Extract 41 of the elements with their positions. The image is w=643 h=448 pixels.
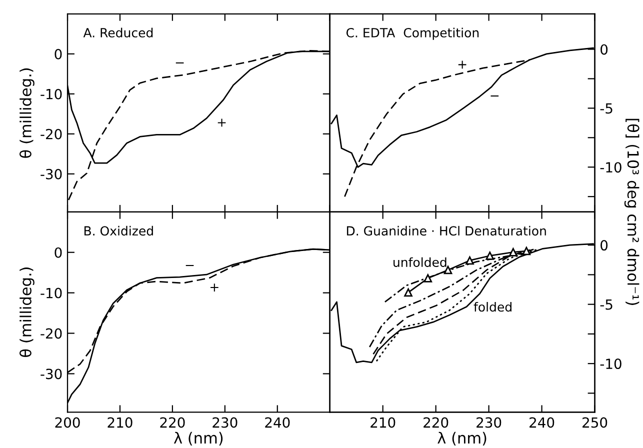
text: A. Reduced	[83, 28, 153, 38]
x-tick-label: 210	[370, 417, 396, 428]
y2-tick-label: -10	[600, 358, 622, 370]
x-tick-label: 230	[212, 417, 238, 428]
annotation: +	[218, 118, 226, 127]
annotation: unfolded	[394, 257, 446, 267]
annotation: +	[458, 60, 466, 69]
x-tick-label: 250	[582, 417, 608, 428]
x-tick-label: 220	[424, 417, 448, 428]
y-tick-label: -10	[40, 88, 62, 100]
annotation: +	[210, 284, 218, 292]
x-tick-label: 230	[476, 417, 502, 428]
y-tick-label: 0	[54, 48, 62, 60]
y-tick-label: -30	[40, 168, 62, 180]
annotation: −	[490, 95, 499, 97]
x-tick-label: 240	[530, 417, 554, 428]
y2-tick-label: 0	[600, 44, 608, 55]
y-tick-label: -20	[40, 128, 62, 140]
y2-tick-label: -10	[600, 162, 622, 173]
x-axis-title: λ (nm)	[438, 432, 486, 446]
annotation: −	[186, 264, 194, 266]
x-tick-label: 220	[160, 417, 185, 428]
text: C. EDTA Competition	[346, 28, 479, 40]
y2-tick-label: -5	[600, 299, 612, 310]
y2-axis-title: [θ] (10³ deg cm² dmol⁻¹)	[624, 118, 640, 305]
x-tick-label: 210	[108, 417, 132, 428]
annotation: folded	[474, 302, 512, 312]
y2-tick-label: 0	[600, 240, 608, 251]
annotation: −	[176, 62, 184, 64]
y-tick-label: -20	[40, 328, 62, 339]
y-axis-title: θ (millideg.)	[20, 68, 34, 158]
text: D. Guanidine · HCl Denaturation	[346, 226, 546, 236]
y-tick-label: -10	[40, 288, 62, 298]
y-axis-title: θ (millideg.)	[20, 268, 34, 358]
y-tick-label: 0	[54, 247, 62, 258]
x-tick-label: 240	[265, 417, 290, 428]
x-axis-title: λ (nm)	[174, 432, 223, 446]
y-tick-label: -30	[40, 368, 62, 380]
x-tick-label: 200	[55, 417, 80, 428]
y2-tick-label: -5	[600, 103, 612, 114]
text: B. Oxidized	[84, 226, 153, 236]
